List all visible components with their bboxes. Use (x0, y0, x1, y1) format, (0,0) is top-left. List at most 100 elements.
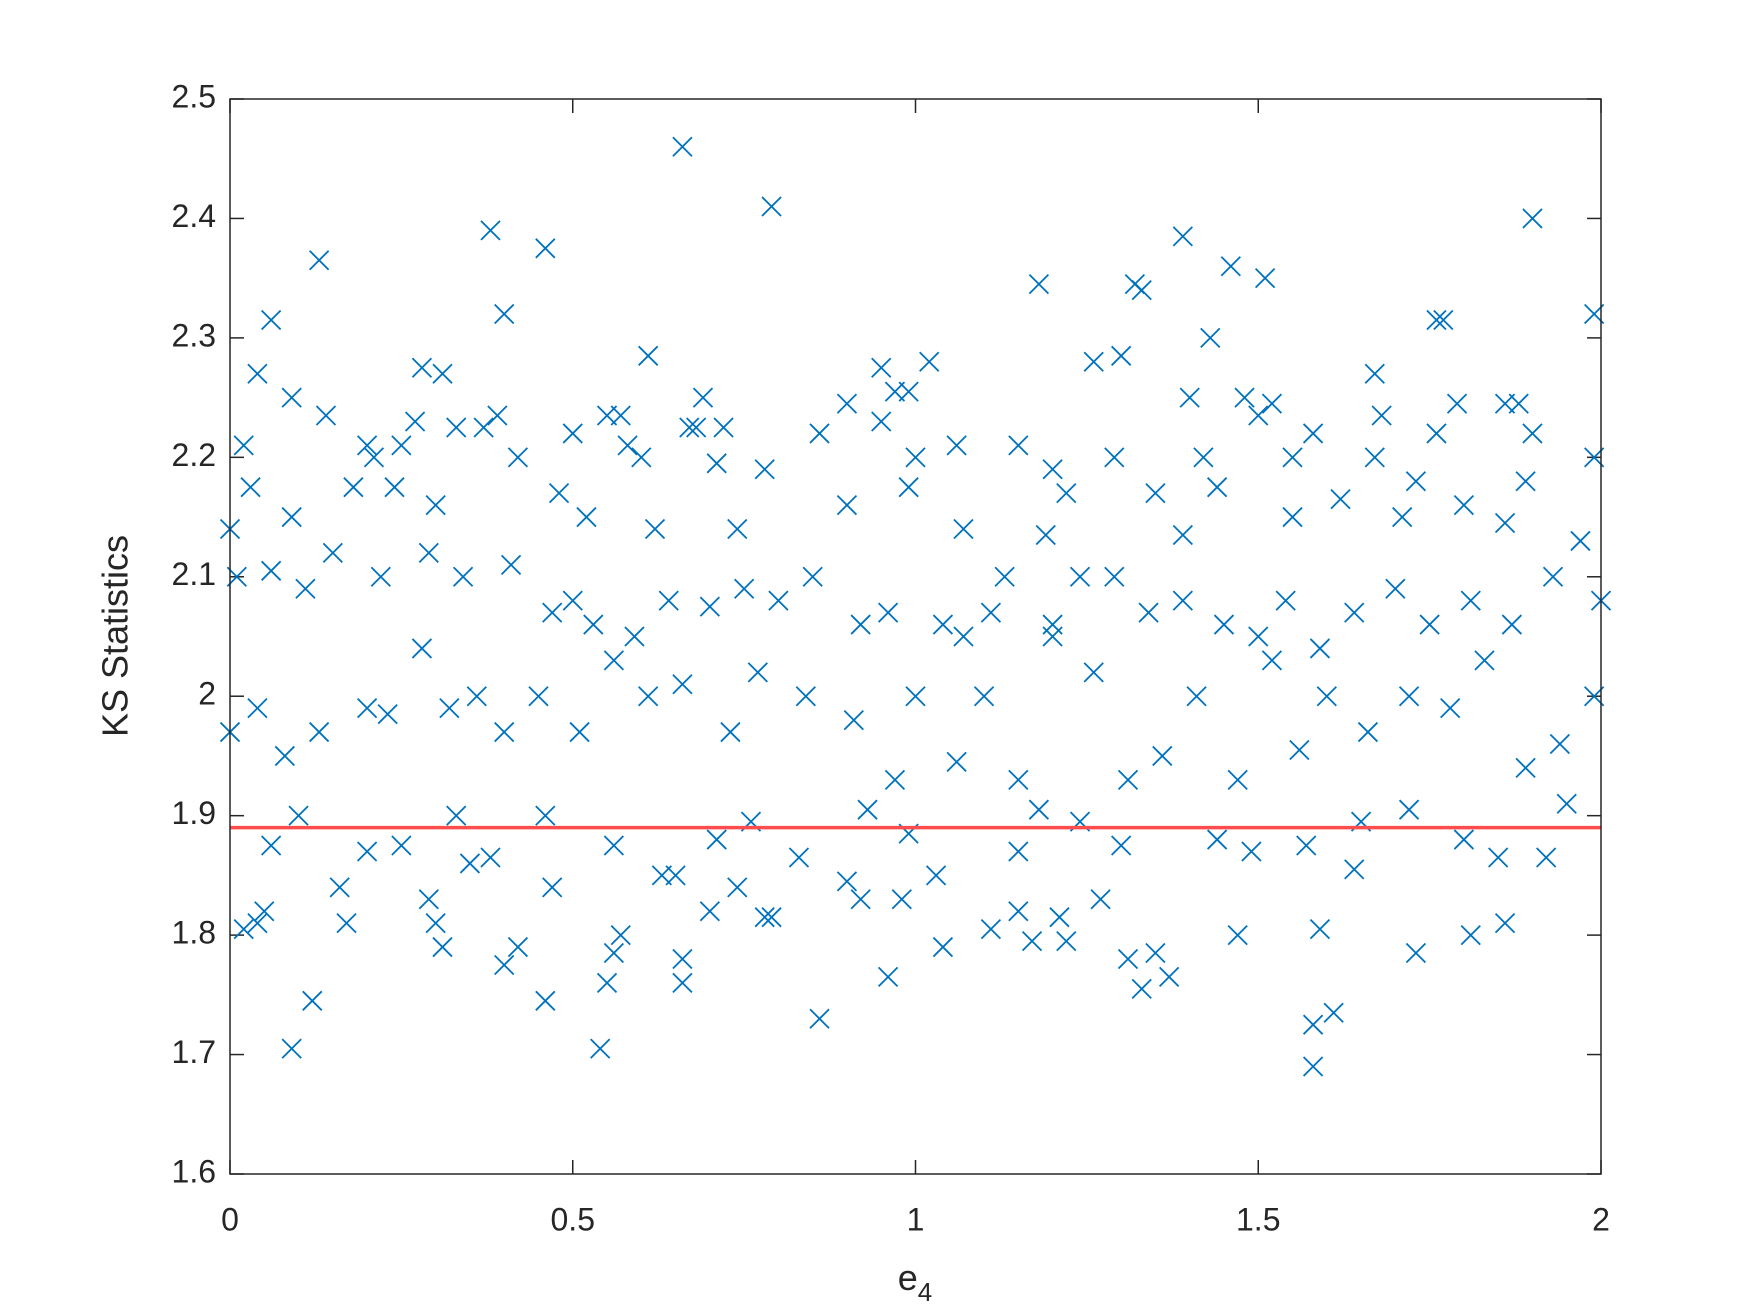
scatter-point (247, 698, 268, 719)
scatter-point (761, 196, 782, 217)
scatter-point (638, 686, 659, 707)
scatter-point (1515, 757, 1536, 779)
scatter-point (1275, 590, 1296, 611)
scatter-point (1056, 483, 1077, 504)
scatter-point (1172, 590, 1193, 611)
scatter-point (1248, 405, 1269, 426)
scatter-point (590, 1038, 611, 1059)
scatter-point (494, 721, 515, 743)
scatter-point (1385, 578, 1406, 599)
scatter-point (1021, 930, 1043, 952)
scatter-point (1309, 919, 1331, 940)
scatter-point (1172, 524, 1193, 546)
scatter-point (905, 447, 926, 468)
scatter-point (302, 990, 323, 1011)
scatter-point (1494, 913, 1516, 934)
scatter-point (603, 835, 625, 856)
x-tick-label: 0 (221, 1201, 239, 1237)
scatter-point (932, 614, 954, 635)
scatter-point (583, 614, 604, 635)
scatter-point (1028, 799, 1050, 820)
scatter-point (1398, 686, 1420, 707)
scatter-point (672, 948, 693, 970)
scatter-point (542, 877, 563, 898)
scatter-point (487, 405, 508, 426)
scatter-point (1117, 769, 1139, 790)
scatter-point (274, 745, 295, 767)
scatter-point (480, 220, 501, 241)
y-tick-label: 2.4 (172, 198, 216, 234)
scatter-point (761, 907, 782, 928)
y-tick-label: 1.6 (172, 1153, 216, 1189)
scatter-point (1302, 1056, 1324, 1077)
scatter-point (535, 238, 556, 259)
scatter-point (1083, 351, 1104, 372)
scatter-point (747, 662, 768, 683)
scatter-point (836, 871, 858, 892)
scatter-point (672, 972, 693, 994)
scatter-point (809, 423, 830, 444)
scatter-point (932, 936, 954, 958)
scatter-point (562, 423, 583, 444)
scatter-point (1549, 733, 1571, 755)
scatter-point (1145, 483, 1166, 504)
scatter-point (1282, 506, 1303, 528)
scatter-point (672, 136, 693, 157)
scatter-point (1206, 477, 1228, 498)
scatter-point (980, 602, 1002, 623)
scatter-point (507, 936, 529, 958)
x-tick-label: 2 (1592, 1201, 1610, 1237)
scatter-point (610, 405, 631, 426)
scatter-point (624, 626, 645, 647)
scatter-point (665, 865, 686, 886)
scatter-point (1172, 226, 1193, 247)
scatter-point (644, 518, 666, 540)
scatter-point (877, 602, 899, 623)
scatter-point (1522, 208, 1543, 229)
scatter-point (1083, 662, 1104, 683)
scatter-point (1028, 274, 1050, 295)
scatter-point (1227, 769, 1248, 790)
scatter-point (980, 919, 1002, 940)
scatter-point (973, 686, 995, 707)
scatter-point (1323, 1002, 1344, 1023)
scatter-point (1186, 686, 1207, 707)
scatter-point (1131, 279, 1152, 301)
scatter-point (617, 435, 638, 456)
y-tick-label: 2.3 (172, 317, 216, 353)
scatter-point (425, 913, 446, 934)
scatter-point (1193, 447, 1214, 468)
scatter-point (706, 829, 727, 850)
x-axis-label: e4 (898, 1257, 933, 1307)
scatter-point (343, 477, 364, 498)
scatter-point (1330, 489, 1351, 510)
scatter-point (795, 686, 816, 707)
scatter-point (658, 590, 679, 611)
scatter-point (1302, 1014, 1324, 1035)
scatter-point (404, 411, 426, 432)
scatter-point (446, 417, 467, 438)
scatter-point (281, 506, 302, 528)
scatter-point (1090, 889, 1111, 910)
scatter-point (1364, 447, 1385, 468)
scatter-point (1241, 841, 1262, 862)
scatter-point (391, 435, 412, 456)
scatter-point (1254, 268, 1276, 289)
scatter-point (884, 769, 906, 790)
scatter-point (1111, 835, 1132, 856)
scatter-point (1213, 614, 1235, 635)
scatter-point (720, 721, 741, 743)
scatter-point (1296, 835, 1317, 856)
scatter-point (1446, 393, 1468, 414)
scatter-point (260, 309, 282, 331)
scatter-point (418, 542, 439, 564)
scatter-point (432, 936, 453, 958)
scatter-point (946, 435, 967, 456)
scatter-point (1152, 745, 1173, 767)
scatter-point (1069, 566, 1091, 587)
scatter-point (1501, 614, 1523, 635)
scatter-point (254, 901, 275, 922)
scatter-point (500, 554, 522, 575)
scatter-point (1049, 907, 1070, 928)
scatter-point (1426, 423, 1447, 444)
